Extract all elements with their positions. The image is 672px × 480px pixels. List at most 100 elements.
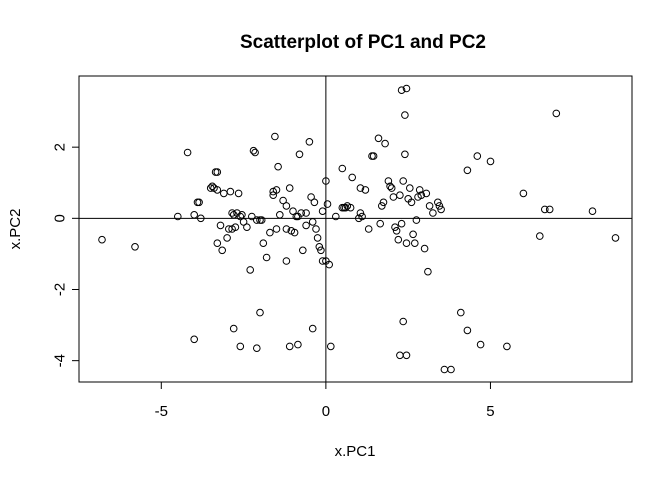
data-point <box>407 198 416 207</box>
data-point <box>325 260 334 269</box>
data-point <box>411 239 419 247</box>
data-point <box>282 257 291 265</box>
data-point <box>236 342 245 351</box>
y-tick-label: 0 <box>51 214 68 222</box>
data-point <box>545 205 554 214</box>
data-point <box>429 209 437 217</box>
data-point <box>425 202 434 210</box>
data-point <box>246 266 254 274</box>
plot-area-frame <box>78 75 633 383</box>
data-point <box>289 207 297 215</box>
data-point <box>279 196 287 205</box>
data-point <box>295 150 304 159</box>
data-point <box>318 207 327 215</box>
data-point <box>239 218 248 226</box>
data-point <box>195 198 203 207</box>
data-point <box>381 139 389 148</box>
data-point <box>226 187 235 196</box>
data-point <box>220 189 228 198</box>
data-point <box>285 184 294 192</box>
data-point <box>271 132 279 141</box>
data-point <box>294 340 302 349</box>
data-point <box>389 193 398 201</box>
data-point <box>378 202 386 210</box>
data-point <box>369 152 378 160</box>
x-tick-label: -5 <box>155 403 168 420</box>
data-point <box>409 230 417 239</box>
data-point <box>98 235 106 244</box>
data-point <box>434 198 442 207</box>
data-point <box>402 84 411 93</box>
data-point <box>229 324 238 333</box>
data-point <box>401 111 409 119</box>
data-point <box>213 186 222 194</box>
data-point <box>285 342 294 351</box>
data-point <box>396 191 404 199</box>
data-point <box>327 342 335 351</box>
data-point <box>252 216 261 224</box>
scatter-points <box>98 84 620 374</box>
data-point <box>262 253 271 262</box>
data-point <box>397 86 406 94</box>
data-point <box>406 184 414 192</box>
data-point <box>386 182 394 191</box>
data-point <box>259 239 268 247</box>
data-point <box>376 219 385 228</box>
data-point <box>356 209 365 217</box>
data-point <box>299 246 307 255</box>
data-point <box>341 203 350 212</box>
data-point <box>503 342 511 351</box>
data-point <box>437 205 445 214</box>
y-axis: -4 -2 0 2 <box>51 143 80 367</box>
y-tick-label: 2 <box>51 143 68 151</box>
data-point <box>213 239 222 247</box>
data-point <box>251 148 259 157</box>
data-point <box>384 177 393 185</box>
data-point <box>249 146 258 155</box>
x-axis-label: x.PC1 <box>335 443 376 460</box>
data-point <box>231 223 240 231</box>
data-point <box>302 221 310 230</box>
data-point <box>346 203 355 212</box>
data-point <box>412 216 421 224</box>
data-point <box>302 209 310 217</box>
data-point <box>290 228 299 237</box>
data-point <box>238 211 246 219</box>
data-point <box>322 177 330 185</box>
data-point <box>374 134 383 143</box>
data-point <box>358 212 366 221</box>
data-point <box>611 234 620 242</box>
data-point <box>391 223 399 231</box>
data-point <box>256 308 264 317</box>
data-point <box>435 202 444 210</box>
x-tick-label: 5 <box>486 403 494 420</box>
data-point <box>440 365 449 374</box>
data-point <box>463 166 472 175</box>
data-point <box>216 221 225 230</box>
data-point <box>313 234 322 242</box>
data-point <box>310 198 319 207</box>
data-point <box>424 267 432 276</box>
data-point <box>348 173 357 182</box>
data-point <box>272 186 281 194</box>
data-point <box>396 351 404 360</box>
data-point <box>282 225 291 233</box>
data-point <box>379 198 388 207</box>
y-axis-label: x.PC2 <box>7 209 24 250</box>
data-point <box>417 191 426 199</box>
data-point <box>392 227 401 235</box>
data-point <box>276 211 284 219</box>
data-point <box>332 212 340 221</box>
data-point <box>174 212 182 221</box>
data-point <box>476 340 485 349</box>
data-point <box>269 191 278 199</box>
data-point <box>131 243 139 251</box>
data-point <box>223 234 231 242</box>
y-tick-label: -4 <box>51 354 68 367</box>
data-point <box>312 225 320 233</box>
data-point <box>190 335 198 344</box>
data-point <box>228 209 236 217</box>
data-point <box>422 189 431 198</box>
